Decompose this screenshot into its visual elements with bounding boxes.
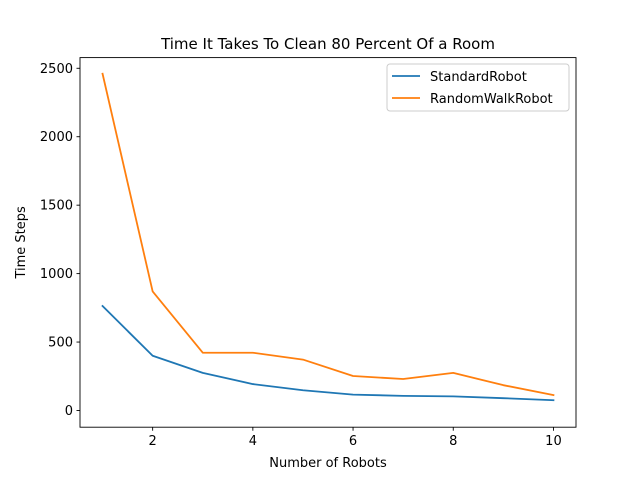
plot-area (80, 57, 576, 428)
legend: StandardRobot RandomWalkRobot (386, 63, 570, 112)
x-tick-label: 6 (349, 434, 357, 449)
x-tick-label: 10 (545, 434, 562, 449)
legend-label-random-walk-robot: RandomWalkRobot (430, 92, 553, 107)
x-tick-label: 8 (449, 434, 457, 449)
legend-box (386, 63, 570, 112)
series-line-random-walk-robot (101, 72, 555, 397)
y-tick-label: 1000 (40, 267, 73, 282)
y-tick-label: 2500 (40, 62, 73, 77)
series-lines (101, 72, 555, 402)
series-line-standard-robot (101, 304, 555, 402)
y-axis-label: Time Steps (14, 206, 29, 280)
y-axis: 0 500 1000 1500 2000 2500 (40, 62, 80, 419)
y-tick-label: 1500 (40, 199, 73, 214)
legend-label-standard-robot: StandardRobot (430, 70, 527, 85)
x-tick-label: 4 (249, 434, 257, 449)
y-tick-label: 500 (48, 336, 73, 351)
plot-frame (79, 57, 577, 428)
chart-title: Time It Takes To Clean 80 Percent Of a R… (160, 35, 495, 53)
x-axis: 2 4 6 8 10 (149, 427, 562, 449)
x-tick-label: 2 (149, 434, 157, 449)
y-tick-label: 0 (65, 404, 73, 419)
x-axis-label: Number of Robots (269, 456, 387, 471)
y-tick-label: 2000 (40, 130, 73, 145)
